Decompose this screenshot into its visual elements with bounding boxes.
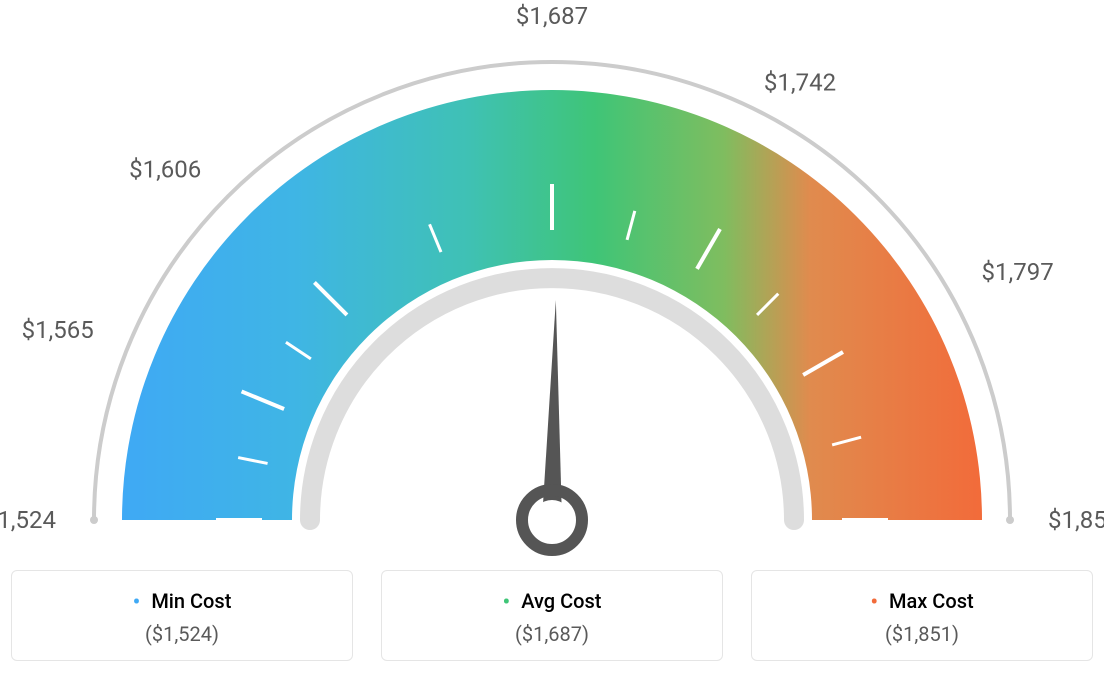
legend-title-max: • Max Cost xyxy=(762,589,1082,614)
legend-title-max-text: Max Cost xyxy=(889,589,974,613)
gauge-tick-label: $1,606 xyxy=(129,155,201,183)
legend-card-max: • Max Cost ($1,851) xyxy=(751,570,1093,661)
gauge-svg: $1,524 $1,565 $1,606 $1,687 $1,742 $1,797 $1,8… xyxy=(0,0,1104,560)
bullet-icon-max: • xyxy=(870,590,878,615)
legend-card-min: • Min Cost ($1,524) xyxy=(11,570,353,661)
gauge-tick-label: $1,797 xyxy=(982,258,1054,286)
gauge-area: $1,524 $1,565 $1,606 $1,687 $1,742 $1,797 $1,8… xyxy=(0,0,1104,560)
legend-value-min: ($1,524) xyxy=(22,622,342,646)
legend-title-min-text: Min Cost xyxy=(151,589,231,613)
legend-title-avg-text: Avg Cost xyxy=(521,589,601,613)
bullet-icon-avg: • xyxy=(503,590,511,615)
legend-value-avg: ($1,687) xyxy=(392,622,712,646)
legend-card-avg: • Avg Cost ($1,687) xyxy=(381,570,723,661)
legend-title-avg: • Avg Cost xyxy=(392,589,712,614)
legend-row: • Min Cost ($1,524) • Avg Cost ($1,687) … xyxy=(0,570,1104,661)
gauge-tick-label: $1,565 xyxy=(22,316,94,344)
gauge-tick-label: $1,524 xyxy=(0,506,56,534)
gauge-tick-label: $1,742 xyxy=(764,68,836,96)
legend-value-max: ($1,851) xyxy=(762,622,1082,646)
gauge-tick-label: $1,687 xyxy=(516,2,588,30)
bullet-icon-min: • xyxy=(133,590,141,615)
cost-gauge-chart: $1,524 $1,565 $1,606 $1,687 $1,742 $1,797 $1,8… xyxy=(0,0,1104,690)
legend-title-min: • Min Cost xyxy=(22,589,342,614)
gauge-tick-label: $1,851 xyxy=(1048,506,1104,534)
